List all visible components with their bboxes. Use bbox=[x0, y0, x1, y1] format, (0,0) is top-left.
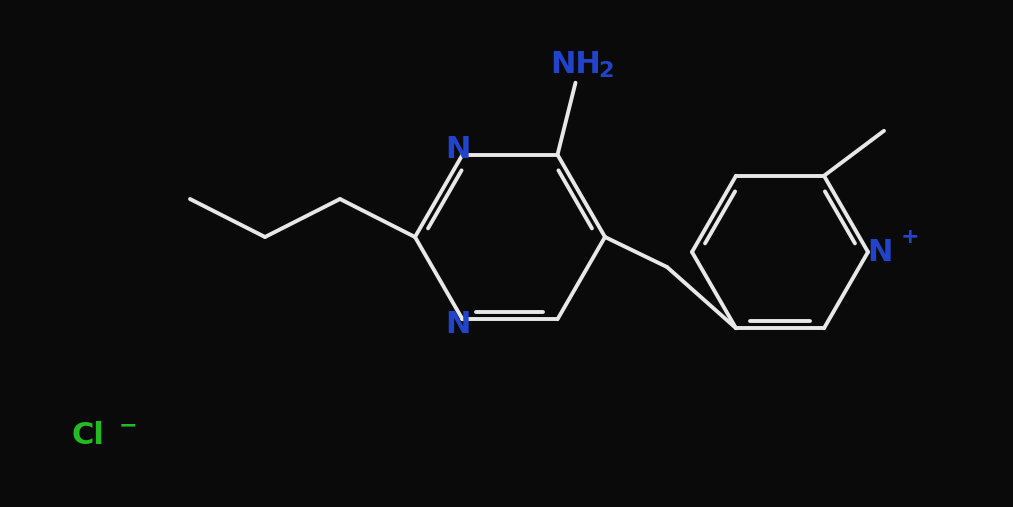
Text: Cl: Cl bbox=[72, 420, 105, 450]
Text: N: N bbox=[445, 135, 470, 164]
Text: −: − bbox=[119, 415, 138, 435]
Text: NH: NH bbox=[550, 50, 601, 79]
Text: N: N bbox=[867, 237, 892, 267]
Text: +: + bbox=[901, 227, 920, 247]
Text: 2: 2 bbox=[598, 61, 613, 81]
Text: N: N bbox=[445, 310, 470, 339]
